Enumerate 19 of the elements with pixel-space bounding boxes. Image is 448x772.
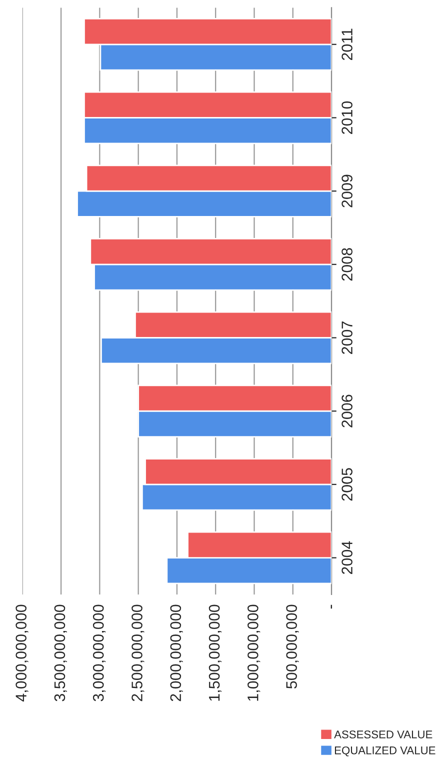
x-tick-label: 3,500,000,000 <box>54 604 67 702</box>
legend-label: ASSESSED VALUE <box>334 730 432 738</box>
y-tick-label: 2006 <box>342 394 352 428</box>
x-tick-label: - <box>330 604 332 609</box>
y-tick-label: 2008 <box>342 248 352 281</box>
y-tick-label: 2010 <box>342 101 352 134</box>
x-tick-label: 500,000,000 <box>286 604 299 689</box>
y-tick-label: 2009 <box>342 174 352 208</box>
y-tick-label: 2007 <box>342 322 352 354</box>
x-tick-label: 2,000,000,000 <box>170 604 183 702</box>
y-tick-label: 2005 <box>342 468 352 501</box>
x-tick-label: 1,500,000,000 <box>208 604 222 701</box>
x-tick-label: 4,000,000,000 <box>16 604 28 702</box>
y-tick-label: 2011 <box>342 28 352 60</box>
x-tick-label: 1,000,000,000 <box>248 604 260 701</box>
legend-label: EQUALIZED VALUE <box>334 746 436 756</box>
y-tick-label: 2004 <box>342 541 352 574</box>
x-tick-label: 2,500,000,000 <box>132 604 144 702</box>
x-tick-label: 3,000,000,000 <box>92 604 106 702</box>
